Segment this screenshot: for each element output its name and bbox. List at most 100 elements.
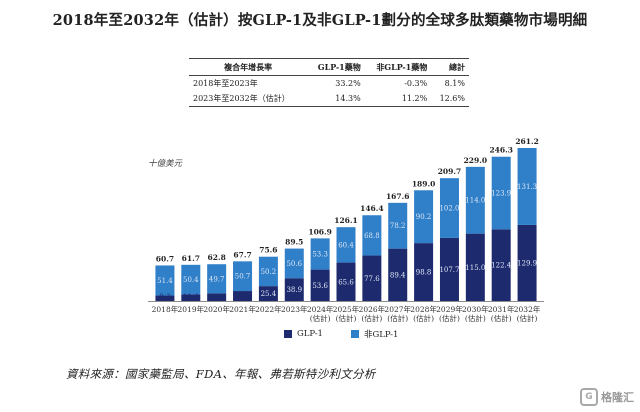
- cagr-header-label: 複合年增長率: [189, 58, 308, 76]
- data-label-total: 246.3: [489, 146, 513, 155]
- bar-non-glp1: [181, 264, 201, 295]
- data-label-glp1: 107.7: [439, 266, 459, 274]
- data-label-glp1: 38.9: [286, 286, 302, 294]
- x-tick-label: (估計): [491, 313, 512, 323]
- x-tick-label: 2019年: [178, 304, 205, 314]
- x-tick-label: (估計): [413, 313, 434, 323]
- x-tick-label: 2022年: [255, 304, 282, 314]
- data-label-total: 126.1: [334, 216, 358, 225]
- x-tick-label: 2025年: [333, 304, 360, 314]
- x-tick-label: 2024年: [307, 304, 334, 314]
- x-tick-label: (估計): [439, 313, 460, 323]
- x-tick-label: (估計): [465, 313, 486, 323]
- cagr-table: 複合年增長率 GLP-1藥物 非GLP-1藥物 總計 2018年至2023年 3…: [189, 58, 469, 107]
- bar-non-glp1: [439, 178, 459, 238]
- watermark-logo-icon: G: [580, 388, 598, 406]
- legend: GLP-1 非GLP-1: [284, 328, 398, 340]
- x-tick-label: 2028年: [410, 304, 437, 314]
- legend-label-glp1: GLP-1: [297, 329, 323, 339]
- data-label-non-glp1: 50.2: [261, 268, 277, 276]
- bar-non-glp1: [336, 227, 356, 263]
- x-tick-label: 2020年: [203, 304, 230, 314]
- bar-glp1: [258, 286, 278, 301]
- data-label-non-glp1: 53.3: [312, 250, 328, 258]
- data-label-glp1: 77.6: [364, 275, 380, 283]
- bar-glp1: [362, 255, 382, 301]
- data-label-non-glp1: 78.2: [390, 222, 406, 230]
- bar-glp1: [491, 229, 511, 301]
- cagr-non-glp1-value: 11.2%: [364, 91, 432, 107]
- cagr-header-non-glp1: 非GLP-1藥物: [364, 58, 432, 76]
- cagr-glp1-value: 14.3%: [307, 91, 365, 107]
- x-tick-label: (估計): [310, 313, 331, 323]
- data-label-non-glp1: 68.8: [364, 232, 380, 240]
- data-label-total: 61.7: [182, 254, 200, 263]
- data-label-total: 229.0: [464, 156, 488, 165]
- data-label-glp1: 122.4: [491, 262, 512, 270]
- data-label-total: 89.5: [285, 238, 303, 247]
- bar-glp1: [388, 248, 408, 301]
- bar-non-glp1: [284, 248, 304, 279]
- unit-label: 十億美元: [148, 159, 183, 169]
- bar-glp1: [181, 294, 201, 301]
- table-row: 2023年至2032年（估計） 14.3% 11.2% 12.6%: [189, 91, 469, 107]
- data-label-non-glp1: 90.2: [416, 213, 432, 221]
- cagr-total-value: 12.6%: [431, 91, 469, 107]
- bar-non-glp1: [465, 166, 485, 234]
- data-label-total: 146.4: [360, 204, 384, 213]
- x-tick-label: (估計): [387, 313, 408, 323]
- bar-glp1: [336, 262, 356, 301]
- x-tick-label: 2021年: [229, 304, 256, 314]
- bar-non-glp1: [233, 261, 253, 292]
- watermark-text: 格隆汇: [601, 391, 634, 404]
- chart-title: 2018年至2032年（估計）按GLP-1及非GLP-1劃分的全球多肽類藥物市場…: [52, 12, 588, 29]
- data-label-non-glp1: 114.0: [465, 197, 485, 205]
- data-label-non-glp1: 123.9: [491, 190, 511, 198]
- cagr-non-glp1-value: -0.3%: [404, 79, 428, 88]
- data-label-glp1: 17.0: [235, 293, 251, 301]
- data-label-glp1: 53.6: [312, 282, 328, 290]
- data-label-non-glp1: 51.4: [157, 277, 173, 285]
- data-label-glp1: 115.0: [465, 264, 485, 272]
- data-label-glp1: 65.6: [338, 278, 354, 286]
- watermark: G 格隆汇: [580, 388, 634, 406]
- bar-non-glp1: [362, 215, 382, 256]
- x-tick-label: 2018年: [152, 304, 179, 314]
- data-label-non-glp1: 49.7: [209, 275, 225, 283]
- data-label-non-glp1: 50.7: [235, 273, 251, 281]
- data-label-total: 75.6: [259, 246, 277, 255]
- x-tick-label: 2030年: [462, 304, 489, 314]
- x-tick-label: 2023年: [281, 304, 308, 314]
- x-tick-label: (估計): [361, 313, 382, 323]
- x-tick-label: 2031年: [488, 304, 515, 314]
- bar-non-glp1: [258, 256, 278, 287]
- table-row: 2018年至2023年 33.2% -0.3% 8.1%: [189, 76, 469, 92]
- data-label-non-glp1: 102.0: [439, 205, 459, 213]
- x-tick-label: 2029年: [436, 304, 463, 314]
- bar-glp1: [207, 293, 227, 301]
- bar-glp1: [439, 237, 459, 301]
- data-label-non-glp1: 131.3: [517, 183, 537, 191]
- bar-non-glp1: [207, 264, 227, 294]
- x-tick-label: 2027年: [384, 304, 411, 314]
- cagr-glp1-value: 33.2%: [335, 79, 361, 88]
- bar-non-glp1: [388, 202, 408, 249]
- legend-label-non-glp1: 非GLP-1: [363, 330, 399, 340]
- data-label-total: 67.7: [233, 250, 251, 259]
- cagr-header-glp1: GLP-1藥物: [307, 58, 365, 76]
- legend-swatch-glp1: [284, 330, 292, 338]
- x-tick-label: (估計): [517, 313, 538, 323]
- bar-non-glp1: [155, 265, 175, 296]
- data-label-total: 167.6: [386, 192, 410, 201]
- data-label-glp1: 11.4: [183, 293, 199, 301]
- cagr-period: 2023年至2032年（估計）: [189, 91, 308, 107]
- data-label-glp1: 129.9: [517, 259, 537, 267]
- legend-swatch-non-glp1: [350, 330, 359, 338]
- bar-non-glp1: [310, 238, 330, 270]
- bar-non-glp1: [414, 190, 434, 244]
- bar-glp1: [310, 269, 330, 301]
- data-label-glp1: 13.1: [209, 293, 225, 301]
- bar-glp1: [517, 224, 537, 301]
- cagr-period: 2018年至2023年: [193, 79, 258, 88]
- bar-non-glp1: [517, 148, 537, 225]
